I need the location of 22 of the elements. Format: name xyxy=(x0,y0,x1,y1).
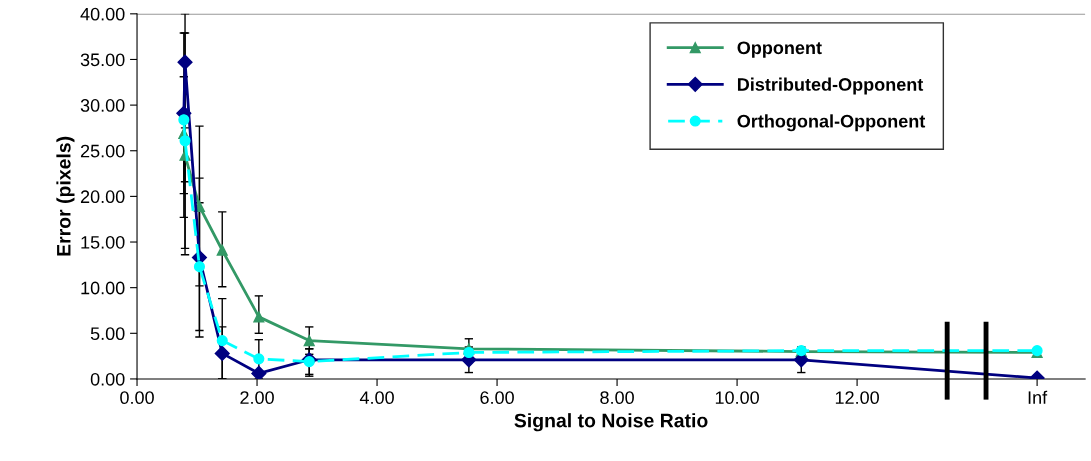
y-tick-label: 35.00 xyxy=(80,53,125,67)
y-tick-label: 10.00 xyxy=(81,281,125,295)
legend-label: Opponent xyxy=(737,41,822,58)
x-tick-label: 8.00 xyxy=(600,391,634,405)
y-tick-label: 40.00 xyxy=(80,7,125,21)
x-tick-label: 2.00 xyxy=(240,391,274,405)
x-tick-label: 6.00 xyxy=(480,391,514,405)
x-tick-label: 12.00 xyxy=(835,391,879,405)
y-tick-label: 30.00 xyxy=(80,99,125,112)
legend-label: Orthogonal-Opponent xyxy=(737,114,926,132)
x-tick-label: Inf xyxy=(1028,390,1048,404)
y-tick-label: 25.00 xyxy=(80,144,125,158)
y-tick-label: 5.00 xyxy=(90,327,125,341)
y-tick-label: 0.00 xyxy=(90,372,125,386)
x-axis-title: Signal to Noise Ratio xyxy=(514,413,708,432)
x-tick-label: 4.00 xyxy=(359,391,394,405)
x-tick-label: 0.00 xyxy=(120,391,154,405)
x-tick-label: 10.00 xyxy=(715,391,759,405)
legend-label: Distributed-Opponent xyxy=(737,77,924,95)
y-tick-label: 20.00 xyxy=(80,190,125,204)
y-axis-title: Error (pixels) xyxy=(56,136,75,256)
y-tick-label: 15.00 xyxy=(81,235,125,249)
